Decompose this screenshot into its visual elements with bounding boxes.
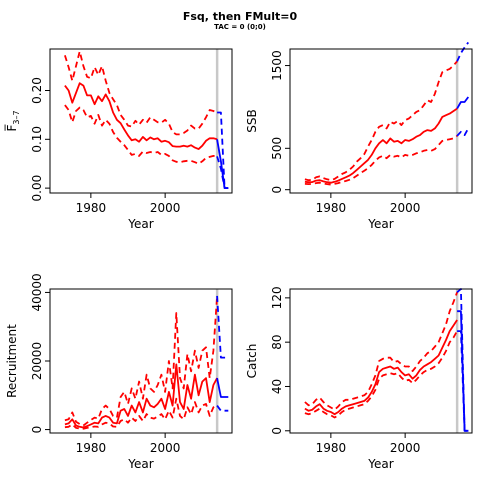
recruitment-historical-median-line [64, 363, 218, 429]
ssb-x-tick-label: 2000 [390, 201, 421, 215]
ssb-historical-lower-line [304, 135, 458, 186]
ssb-plot-box [289, 48, 473, 194]
ssb-historical-median-line [304, 107, 458, 184]
recruitment-projection-upper-line [216, 295, 229, 359]
catch-projection-lower-line [457, 330, 469, 432]
catch-x-tick-label: 2000 [390, 441, 421, 455]
fbar-panel: 1980 2000 0.00 0.10 0.20 Year F̅3–7 [4, 48, 233, 231]
recruitment-historical-lower-line [64, 397, 218, 430]
fbar-y-axis-label: F̅3–7 [4, 110, 21, 131]
recruitment-x-tick-label: 2000 [150, 441, 181, 455]
catch-y-tick-label: 0 [270, 427, 284, 435]
fbar-projection-lower-line [216, 156, 229, 190]
recruitment-historical-upper-line [64, 295, 218, 427]
fbar-y-tick-label: 0.00 [30, 175, 44, 202]
fbar-x-axis-label: Year [127, 217, 153, 231]
ssb-historical-upper-line [304, 60, 458, 182]
catch-y-tick-label: 120 [270, 286, 284, 309]
ssb-y-tick-label: 0 [270, 186, 284, 194]
fbar-y-tick-label: 0.10 [30, 126, 44, 153]
recruitment-y-axis-label: Recruitment [5, 324, 19, 398]
catch-historical-median-line [304, 319, 458, 416]
recruitment-x-tick-label: 1980 [76, 441, 107, 455]
catch-plot-box [289, 288, 473, 434]
ssb-x-tick-label: 1980 [316, 201, 347, 215]
recruitment-plot-box [49, 288, 233, 434]
fbar-y-tick-label: 0.20 [30, 77, 44, 104]
figure-title: Fsq, then FMult=0 [182, 10, 298, 23]
ssb-y-tick-label: 1500 [270, 50, 284, 81]
fbar-x-tick-label: 2000 [150, 201, 181, 215]
recruitment-x-axis-label: Year [127, 457, 153, 471]
catch-historical-lower-line [304, 330, 458, 419]
fbar-historical-median-line [64, 82, 218, 151]
ssb-panel: 1980 2000 0 500 1500 Year SSB [245, 41, 473, 231]
catch-y-tick-label: 40 [270, 379, 284, 394]
recruitment-y-tick-label: 0 [30, 426, 44, 434]
fbar-plot-box [49, 48, 233, 194]
ssb-projection-lower-line [456, 127, 470, 137]
catch-panel: 1980 2000 0 40 80 120 Year Catch [245, 286, 473, 471]
recruitment-projection-lower-line [216, 405, 229, 412]
catch-y-axis-label: Catch [245, 344, 259, 379]
catch-y-tick-label: 80 [270, 335, 284, 350]
fbar-x-tick-label: 1980 [76, 201, 107, 215]
ssb-projection-median-line [456, 96, 470, 110]
catch-x-axis-label: Year [367, 457, 393, 471]
catch-historical-upper-line [304, 291, 458, 411]
catch-x-tick-label: 1980 [316, 441, 347, 455]
recruitment-projection-median-line [216, 377, 229, 398]
figure-subtitle: TAC = 0 (0;0) [214, 23, 266, 31]
ssb-x-axis-label: Year [367, 217, 393, 231]
fbar-historical-lower-line [64, 104, 218, 165]
fbar-historical-upper-line [64, 50, 218, 136]
recruitment-y-tick-label: 40000 [30, 273, 44, 311]
ssb-y-tick-label: 500 [270, 137, 284, 160]
recruitment-y-tick-label: 20000 [30, 342, 44, 380]
ssb-y-axis-label: SSB [245, 109, 259, 132]
ssb-projection-upper-line [456, 41, 470, 62]
